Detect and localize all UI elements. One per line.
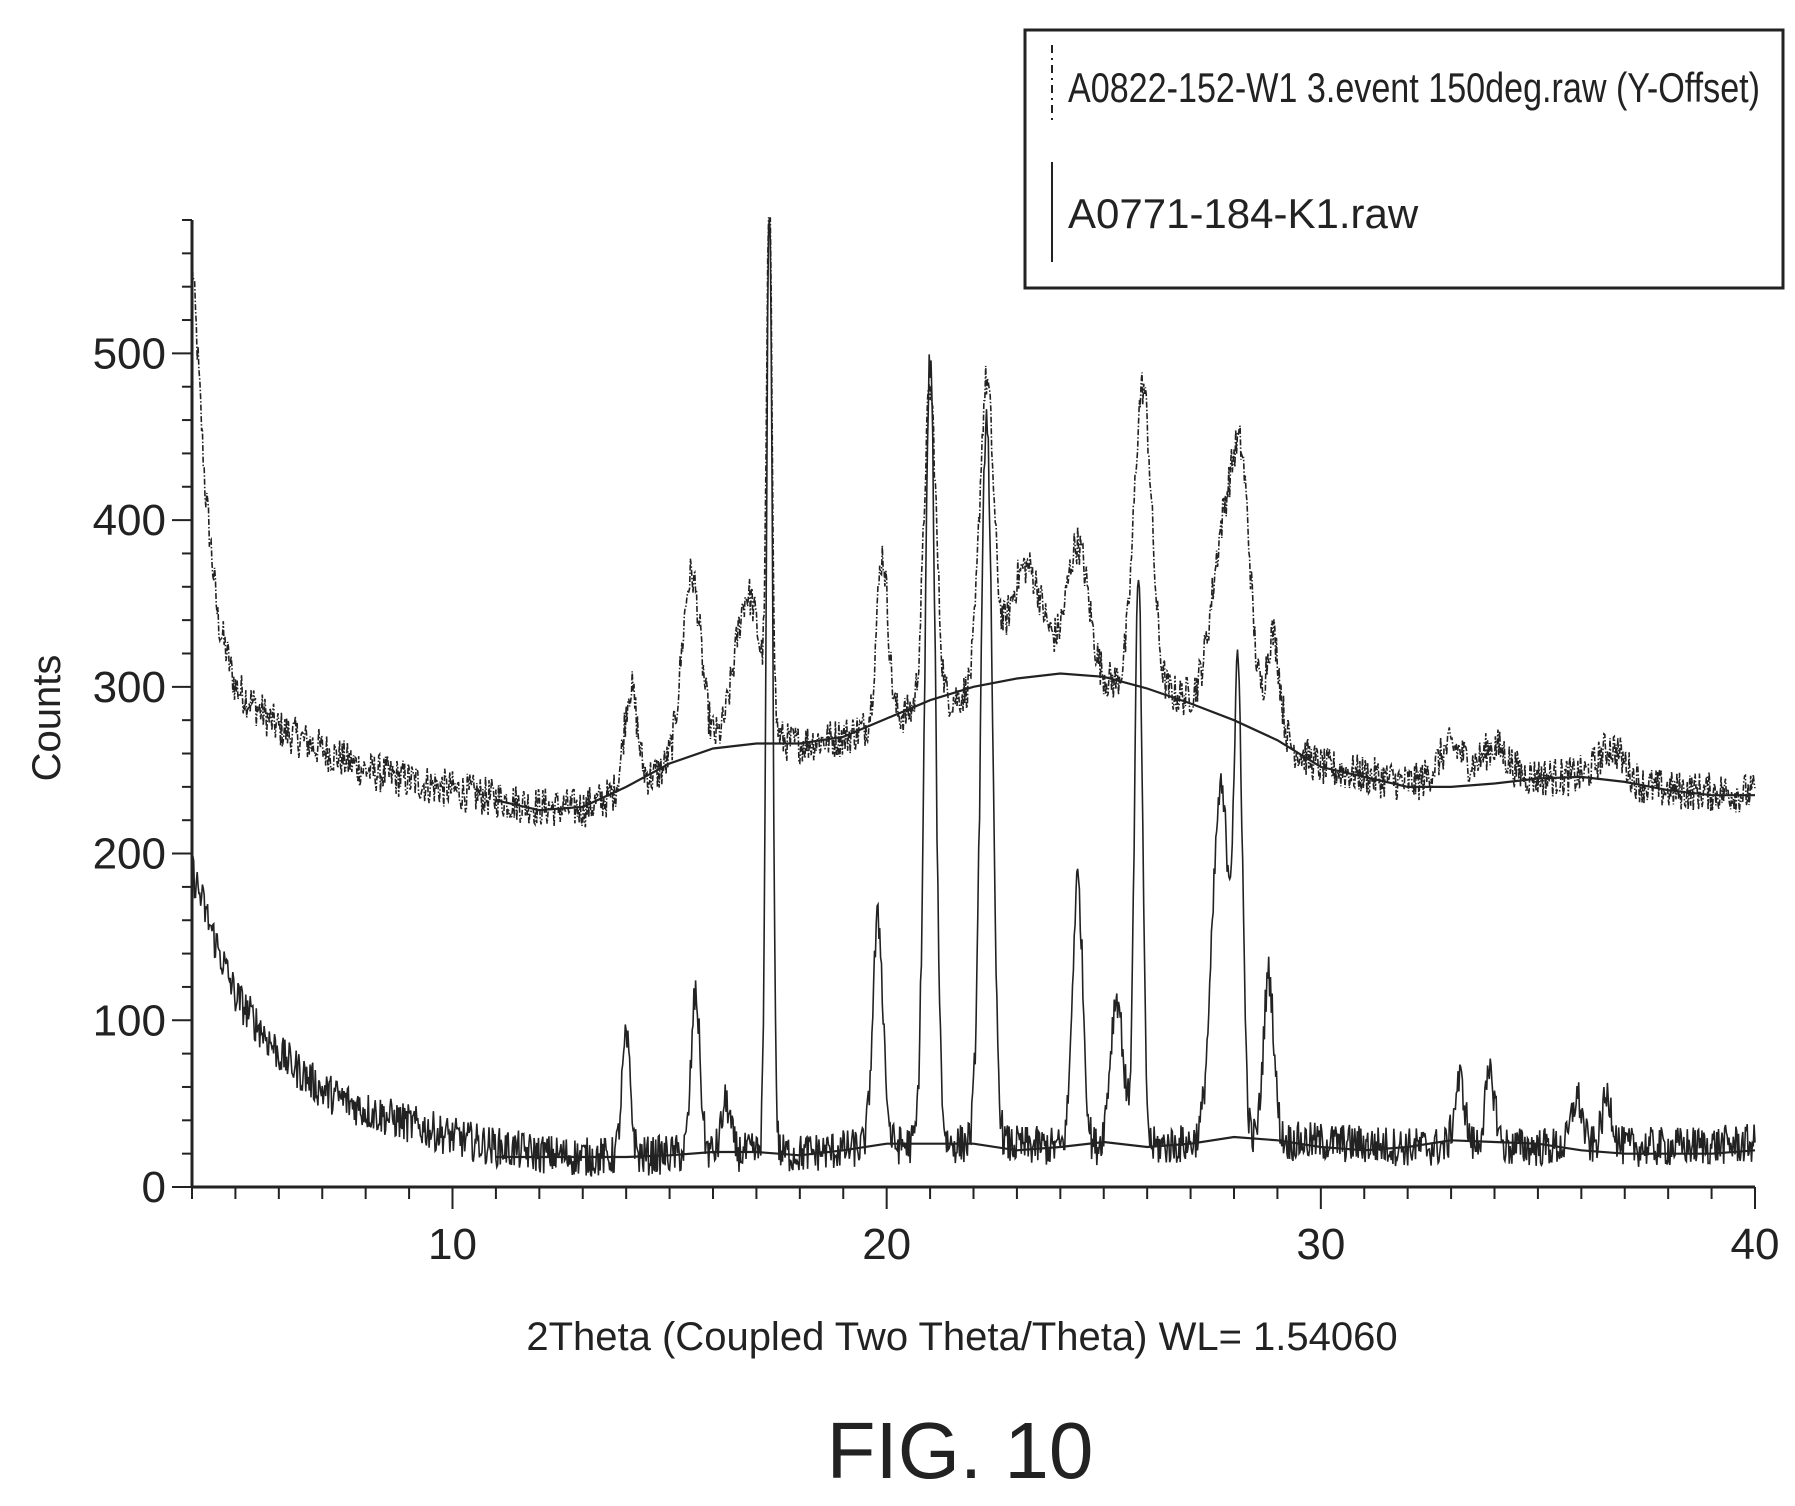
y-tick-label: 200 (93, 830, 166, 879)
y-tick-label: 0 (142, 1163, 166, 1212)
x-axis-label: 2Theta (Coupled Two Theta/Theta) WL= 1.5… (526, 1315, 1397, 1359)
figure-caption: FIG. 10 (827, 1406, 1094, 1495)
background-fit-upper (495, 672, 1755, 812)
legend-entry-series-1: A0822-152-W1 3.event 150deg.raw (Y-Offse… (1068, 64, 1760, 111)
y-tick-label: 300 (93, 663, 166, 712)
y-tick-label: 500 (93, 329, 166, 378)
x-tick-label: 40 (1731, 1220, 1780, 1269)
plot-area (191, 217, 1756, 1177)
series-line-1 (191, 217, 1756, 828)
y-tick-label: 100 (93, 996, 166, 1045)
y-axis-label: Counts (25, 655, 69, 782)
x-tick-label: 30 (1296, 1220, 1345, 1269)
y-tick-label: 400 (93, 496, 166, 545)
legend: A0822-152-W1 3.event 150deg.raw (Y-Offse… (1023, 28, 1785, 290)
background-fit-lower (495, 1135, 1756, 1159)
x-tick-label: 10 (428, 1220, 477, 1269)
legend-entry-series-2: A0771-184-K1.raw (1068, 190, 1419, 237)
x-tick-label: 20 (862, 1220, 911, 1269)
series-line-2 (191, 217, 1756, 1177)
legend-box (1023, 28, 1785, 290)
